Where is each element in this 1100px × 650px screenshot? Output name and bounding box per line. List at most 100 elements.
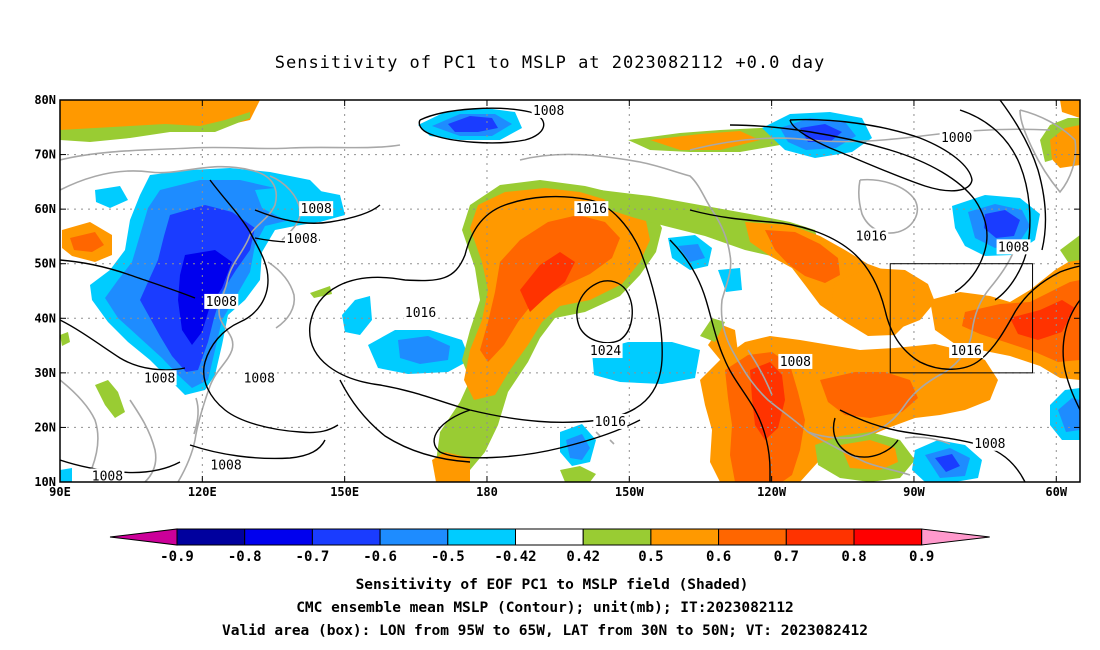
contour-label: 1016 (949, 343, 984, 359)
colorbar-labels: -0.9 -0.8 -0.7 -0.6 -0.5 -0.42 0.42 0.5 0.6 0.7 0.… (160, 549, 934, 565)
coastline-gulf-coast (807, 247, 1016, 439)
contour-label-background (242, 370, 277, 386)
shade-blue-pacific-central (398, 336, 450, 364)
coastline-alaska (519, 153, 713, 211)
shade-green-japan (310, 286, 332, 298)
colorbar (109, 528, 990, 546)
colorbar-tick-label: 0.6 (706, 549, 731, 565)
contour-atlantic-low (999, 100, 1047, 251)
colorbar-bin (244, 528, 313, 546)
colorbar-bin (379, 528, 449, 546)
contour-label-text: 1008 (210, 459, 241, 474)
contour-label: 1008 (531, 102, 566, 119)
map-frame (59, 99, 1081, 483)
shade-green-arctic-west (60, 112, 250, 142)
shade-red-mexico-core (750, 362, 785, 440)
lon-tick-label: 120W (757, 485, 787, 499)
coastline-hawaii (595, 431, 615, 445)
contour-label-text: 1024 (590, 344, 621, 359)
coastline-asia (60, 165, 277, 482)
coastline-greenland (1019, 109, 1077, 194)
contour-1016-subtropical-high (309, 195, 663, 423)
contour-label: 1016 (854, 228, 889, 244)
shade-orange-arctic-center (650, 131, 760, 150)
coastline-hudson-bay (857, 178, 919, 234)
contour-1008-ne-trough (729, 124, 988, 293)
shade-green-china-coast (95, 380, 125, 418)
shade-orange-hawaii-south (432, 452, 470, 482)
contour-1016-south-pacific (339, 379, 471, 463)
shade-green-atlantic-east (1060, 235, 1080, 262)
contour-label-text: 1008 (144, 371, 175, 386)
contour-label-background (204, 293, 239, 309)
contour-label: 1008 (90, 468, 125, 485)
figure-title: Sensitivity of PC1 to MSLP at 2023082112… (275, 53, 826, 73)
contour-label-background (299, 201, 334, 217)
contour-1016-west-atlantic (1062, 299, 1080, 411)
colorbar-tick-label: 0.5 (638, 549, 663, 565)
shade-lightblue-bc (718, 268, 742, 292)
contour-label: 1008 (284, 231, 319, 247)
lat-tick-label: 50N (34, 257, 56, 271)
contour-label-background (854, 228, 889, 244)
contour-label: 1008 (972, 435, 1007, 452)
contour-1008-caribbean (839, 409, 1026, 482)
contour-1008-south-asia-2 (189, 439, 326, 460)
colorbar-bin (176, 528, 246, 546)
longitude-axis: 90E 120E 150E 180 150W 120W 90W 60W (49, 100, 1068, 499)
contour-label-text: 1016 (576, 202, 607, 217)
lon-tick-label: 90W (903, 485, 925, 499)
coastline-arctic-asia (60, 144, 401, 161)
shade-orange-caribbean (840, 440, 898, 470)
colorbar-tick-label: -0.42 (494, 549, 536, 565)
contour-label: 1000 (939, 130, 974, 146)
colorbar-tick-label: -0.6 (363, 549, 397, 565)
contour-1024-high-core (576, 280, 633, 344)
shade-lightblue-west-edge (60, 468, 72, 482)
lat-tick-label: 80N (34, 93, 56, 107)
coastline-philippines (193, 397, 199, 435)
colorbar-max-arrow (921, 528, 990, 546)
lon-tick-label: 120E (188, 485, 217, 499)
contour-label-background (972, 435, 1007, 451)
contour-label-text: 1008 (244, 371, 275, 386)
lon-tick-label: 90E (49, 485, 71, 499)
contour-label-background (574, 201, 609, 217)
contour-label-text: 1000 (941, 131, 972, 146)
contour-label: 1016 (574, 201, 609, 217)
contour-label-text: 1008 (998, 240, 1029, 255)
lon-tick-label: 150W (615, 485, 645, 499)
colorbar-tick-label: -0.8 (228, 549, 262, 565)
contour-1016-asia-low (60, 259, 196, 299)
contour-label-background (531, 102, 566, 118)
contour-label-background (949, 343, 984, 359)
lon-tick-label: 180 (476, 485, 498, 499)
lon-tick-label: 150E (330, 485, 359, 499)
lat-tick-label: 60N (34, 202, 56, 216)
lat-tick-label: 30N (34, 366, 56, 380)
contour-label-text: 1008 (206, 295, 237, 310)
colorbar-bin (582, 528, 652, 546)
lat-tick-label: 10N (34, 475, 56, 489)
shade-blue-canada-west (678, 244, 705, 262)
contour-label-background (142, 370, 177, 386)
caption-line-3: Valid area (box): LON from 95W to 65W, L… (222, 623, 868, 639)
contour-1008-west-asia (60, 319, 186, 371)
contour-1000-arctic-low (789, 118, 973, 192)
contour-1008-north-pacific (254, 204, 381, 224)
shade-blue-pacific-south (566, 434, 590, 460)
lat-tick-label: 70N (34, 148, 56, 162)
contour-1016-pacific-band (433, 409, 641, 459)
shade-blue-atlantic-south (1058, 398, 1080, 432)
shade-orange-west-coast (708, 325, 738, 362)
contour-label-background (778, 353, 813, 369)
colorbar-tick-label: -0.5 (431, 549, 465, 565)
contour-label-text: 1016 (405, 306, 436, 321)
colorbar-tick-label: 0.9 (909, 549, 934, 565)
contour-label-background (588, 343, 623, 359)
colorbar-bin (311, 528, 381, 546)
contour-1008-east-asia (203, 179, 339, 434)
contour-label-background (593, 413, 628, 429)
caption-line-2: CMC ensemble mean MSLP (Contour); unit(m… (296, 600, 794, 616)
contour-label: 1016 (593, 413, 628, 430)
